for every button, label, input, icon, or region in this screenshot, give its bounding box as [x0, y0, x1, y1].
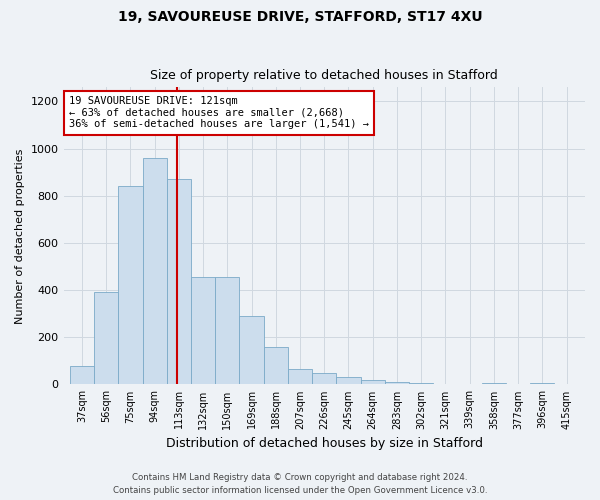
Bar [215, 277, 239, 384]
Bar [288, 369, 312, 384]
Title: Size of property relative to detached houses in Stafford: Size of property relative to detached ho… [151, 69, 498, 82]
Bar [361, 380, 385, 384]
Text: Contains HM Land Registry data © Crown copyright and database right 2024.
Contai: Contains HM Land Registry data © Crown c… [113, 474, 487, 495]
Y-axis label: Number of detached properties: Number of detached properties [15, 148, 25, 324]
Bar [264, 346, 288, 385]
Bar [118, 186, 143, 384]
Bar [191, 277, 215, 384]
Bar [239, 316, 264, 384]
X-axis label: Distribution of detached houses by size in Stafford: Distribution of detached houses by size … [166, 437, 483, 450]
Text: 19, SAVOUREUSE DRIVE, STAFFORD, ST17 4XU: 19, SAVOUREUSE DRIVE, STAFFORD, ST17 4XU [118, 10, 482, 24]
Bar [337, 378, 361, 384]
Bar [94, 292, 118, 384]
Bar [143, 158, 167, 384]
Bar [70, 366, 94, 384]
Bar [312, 372, 337, 384]
Bar [167, 180, 191, 384]
Text: 19 SAVOUREUSE DRIVE: 121sqm
← 63% of detached houses are smaller (2,668)
36% of : 19 SAVOUREUSE DRIVE: 121sqm ← 63% of det… [69, 96, 369, 130]
Bar [385, 382, 409, 384]
